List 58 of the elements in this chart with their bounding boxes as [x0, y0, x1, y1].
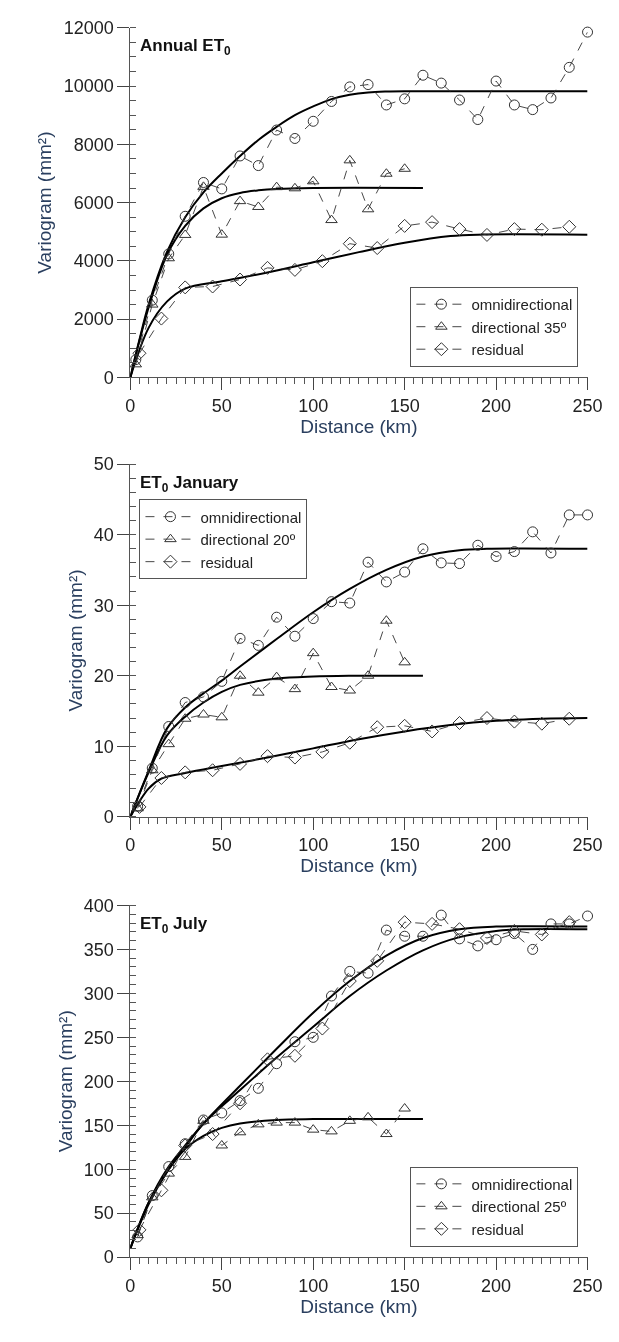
y-tick-label: 0: [103, 1247, 114, 1268]
y-tick-label: 200: [83, 1071, 114, 1092]
legend-label: directional 35º: [471, 318, 567, 336]
y-tick-label: 4000: [73, 251, 114, 272]
y-tick-label: 40: [93, 524, 114, 545]
y-tick-label: 0: [103, 367, 114, 388]
x-tick-label: 150: [389, 396, 420, 417]
x-axis-title: Distance (km): [300, 855, 418, 877]
legend-label: directional 20º: [200, 531, 296, 548]
y-axis-title: Variogram (mm²): [34, 131, 56, 274]
x-axis-title: Distance (km): [300, 1295, 418, 1317]
legend-label: residual: [200, 553, 253, 571]
x-tick-label: 100: [298, 835, 329, 856]
x-tick-label: 200: [481, 396, 512, 417]
y-tick-label: 20: [93, 666, 114, 687]
x-tick-label: 250: [572, 396, 603, 417]
y-tick-label: 12000: [63, 18, 114, 39]
y-tick-label: 0: [103, 807, 114, 828]
x-tick-label: 100: [298, 396, 329, 417]
x-tick-label: 0: [125, 835, 136, 856]
x-tick-label: 150: [389, 835, 420, 856]
x-tick-label: 100: [298, 1275, 329, 1296]
y-tick-label: 50: [93, 454, 114, 475]
y-tick-label: 350: [83, 939, 114, 960]
text: ET$_{0}$ January: [140, 473, 239, 495]
legend-label: omnidirectional: [200, 508, 302, 526]
x-axis-title: Distance (km): [300, 416, 418, 438]
legend-label: omnidirectional: [471, 1175, 573, 1193]
y-tick-label: 10000: [63, 76, 114, 97]
y-tick-label: 150: [83, 1115, 114, 1136]
y-tick-label: 30: [93, 595, 114, 616]
y-tick-label: 2000: [73, 309, 114, 330]
legend-label: residual: [471, 1220, 524, 1238]
x-tick-label: 50: [211, 835, 232, 856]
x-tick-label: 200: [481, 835, 512, 856]
y-axis-title: Variogram (mm²): [54, 1010, 76, 1153]
x-tick-label: 250: [572, 1275, 603, 1296]
text: ET$_{0}$ July: [140, 914, 208, 936]
x-tick-label: 250: [572, 835, 603, 856]
x-tick-label: 0: [125, 1275, 136, 1296]
y-axis-title: Variogram (mm²): [64, 569, 86, 712]
y-tick-label: 10: [93, 736, 114, 757]
text: Annual ET$_{0}$: [140, 36, 232, 58]
y-tick-label: 250: [83, 1027, 114, 1048]
x-tick-label: 50: [211, 396, 232, 417]
y-tick-label: 100: [83, 1159, 114, 1180]
y-tick-label: 50: [93, 1203, 114, 1224]
x-tick-label: 50: [211, 1275, 232, 1296]
x-tick-label: 0: [125, 396, 136, 417]
y-tick-label: 8000: [73, 134, 114, 155]
y-tick-label: 6000: [73, 192, 114, 213]
y-tick-label: 400: [83, 895, 114, 916]
legend-label: directional 25º: [471, 1198, 567, 1216]
legend-label: omnidirectional: [471, 296, 573, 314]
x-tick-label: 150: [389, 1275, 420, 1296]
x-tick-label: 200: [481, 1275, 512, 1296]
legend-label: residual: [471, 341, 524, 359]
y-tick-label: 300: [83, 983, 114, 1004]
